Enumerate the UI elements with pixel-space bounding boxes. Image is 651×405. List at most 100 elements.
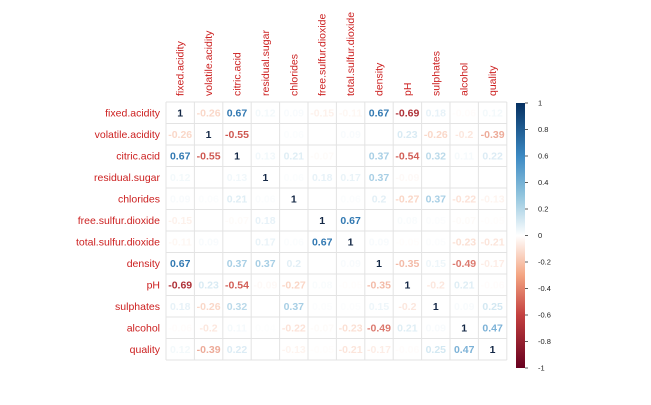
cell-value-label: -0.49 bbox=[367, 323, 391, 335]
cell-value-label: -0.05 bbox=[395, 237, 419, 249]
heatmap-cell bbox=[478, 188, 507, 210]
heatmap-cell bbox=[336, 123, 365, 145]
heatmap-cell bbox=[166, 252, 195, 274]
heatmap-cell bbox=[251, 145, 280, 167]
heatmap-cell bbox=[336, 338, 365, 360]
heatmap-cell bbox=[336, 145, 365, 167]
cell-value-label: 0.18 bbox=[255, 215, 276, 227]
heatmap-cell bbox=[336, 295, 365, 317]
heatmap-cell bbox=[450, 123, 479, 145]
row-label: volatile.acidity bbox=[95, 129, 161, 141]
heatmap-cell bbox=[421, 295, 450, 317]
heatmap-cell bbox=[166, 338, 195, 360]
heatmap-cell bbox=[251, 209, 280, 231]
heatmap-cell bbox=[279, 145, 308, 167]
cell-value-label: 0.37 bbox=[426, 194, 447, 206]
heatmap-cell bbox=[421, 209, 450, 231]
cell-value-label: -0.11 bbox=[339, 108, 363, 120]
heatmap-cell bbox=[393, 338, 422, 360]
cell-value-label: -0.05 bbox=[481, 215, 505, 227]
grid-lines bbox=[165, 101, 508, 361]
cell-value-label: 0.18 bbox=[426, 108, 447, 120]
row-label: chlorides bbox=[118, 194, 160, 206]
cell-value-label: -0.17 bbox=[367, 344, 391, 356]
heatmap-cell bbox=[478, 123, 507, 145]
heatmap-cell bbox=[251, 166, 280, 188]
cell-value-label: -0.54 bbox=[395, 151, 419, 163]
heatmap-cell bbox=[364, 252, 394, 274]
heatmap-cell bbox=[251, 252, 280, 274]
cell-value-label: -0.15 bbox=[168, 215, 192, 227]
heatmap-cell bbox=[393, 102, 422, 124]
heatmap-cell bbox=[308, 231, 337, 253]
heatmap-cell bbox=[222, 209, 252, 231]
cell-value-label: 0.67 bbox=[312, 237, 333, 249]
heatmap-cell bbox=[308, 317, 337, 339]
cell-value-label: 0.09 bbox=[369, 237, 390, 249]
heatmap-cell bbox=[450, 145, 479, 167]
cell-value-label: -0.21 bbox=[481, 237, 505, 249]
cell-value-label: 0.12 bbox=[255, 108, 276, 120]
heatmap-cell bbox=[194, 317, 223, 339]
heatmap-cell bbox=[308, 209, 337, 231]
legend-tick-label: -1 bbox=[538, 364, 545, 373]
heatmap-cell bbox=[166, 145, 195, 167]
cell-value-label: 0.23 bbox=[397, 129, 418, 141]
heatmap-cell bbox=[194, 188, 223, 210]
column-label: fixed.acidity bbox=[175, 40, 187, 96]
heatmap-cell bbox=[393, 317, 422, 339]
heatmap-cell bbox=[222, 123, 252, 145]
cell-value-label: 0.37 bbox=[255, 258, 276, 270]
heatmap-cell bbox=[478, 338, 507, 360]
cell-value-label: 1 bbox=[291, 194, 297, 206]
row-label: fixed.acidity bbox=[105, 108, 161, 120]
cell-value-label: -0.27 bbox=[395, 194, 419, 206]
cell-value-label: 0.05 bbox=[340, 301, 361, 313]
cell-value-label: 1 bbox=[376, 258, 382, 270]
heatmap-cell bbox=[393, 166, 422, 188]
heatmap-cell bbox=[478, 295, 507, 317]
cell-value-label: -0.26 bbox=[197, 108, 221, 120]
cell-value-label: 0.12 bbox=[170, 344, 191, 356]
heatmap-cell bbox=[166, 209, 195, 231]
legend-tick-label: 1 bbox=[538, 99, 542, 108]
heatmap-cell bbox=[393, 274, 422, 296]
cell-value-label: -0.07 bbox=[310, 151, 334, 163]
cell-value-label: 0.05 bbox=[426, 237, 447, 249]
heatmap-cell bbox=[222, 166, 252, 188]
heatmap-cell bbox=[279, 166, 308, 188]
cell-value-label: 0.37 bbox=[227, 258, 248, 270]
column-labels: fixed.acidity volatile.acidity citric.acid… bbox=[175, 12, 499, 96]
heatmap-cell bbox=[222, 295, 252, 317]
heatmap-cell bbox=[421, 166, 450, 188]
heatmap-cell bbox=[364, 295, 394, 317]
heatmap-cell bbox=[194, 231, 223, 253]
heatmap-cell bbox=[364, 188, 394, 210]
heatmap-cell bbox=[194, 166, 223, 188]
heatmap-cell bbox=[478, 274, 507, 296]
heatmap-cell bbox=[222, 274, 252, 296]
legend-color-bar bbox=[516, 103, 525, 368]
cell-value-label: 0.25 bbox=[426, 344, 447, 356]
cell-value-label: 0.06 bbox=[340, 194, 361, 206]
heatmap-cell bbox=[166, 166, 195, 188]
cell-value-label: 0.21 bbox=[227, 194, 248, 206]
heatmap-cell bbox=[279, 338, 308, 360]
heatmap-cell bbox=[478, 166, 507, 188]
cell-value-label: 0.17 bbox=[340, 172, 361, 184]
cell-value-label: 0.2 bbox=[372, 194, 387, 206]
column-label: chlorides bbox=[288, 54, 300, 96]
heatmap-cell bbox=[308, 123, 337, 145]
heatmap-cell bbox=[194, 295, 223, 317]
cell-value-label: 0.06 bbox=[284, 129, 305, 141]
cell-value-label: 0.21 bbox=[284, 151, 305, 163]
heatmap-cell bbox=[364, 123, 394, 145]
cell-value-label: -0.49 bbox=[452, 258, 476, 270]
heatmap-cell bbox=[251, 188, 280, 210]
heatmap-cell bbox=[308, 338, 337, 360]
heatmap-cell bbox=[450, 166, 479, 188]
heatmap-cell bbox=[251, 231, 280, 253]
heatmap-cell bbox=[450, 338, 479, 360]
heatmap-cell bbox=[194, 338, 223, 360]
heatmap-cell bbox=[336, 317, 365, 339]
